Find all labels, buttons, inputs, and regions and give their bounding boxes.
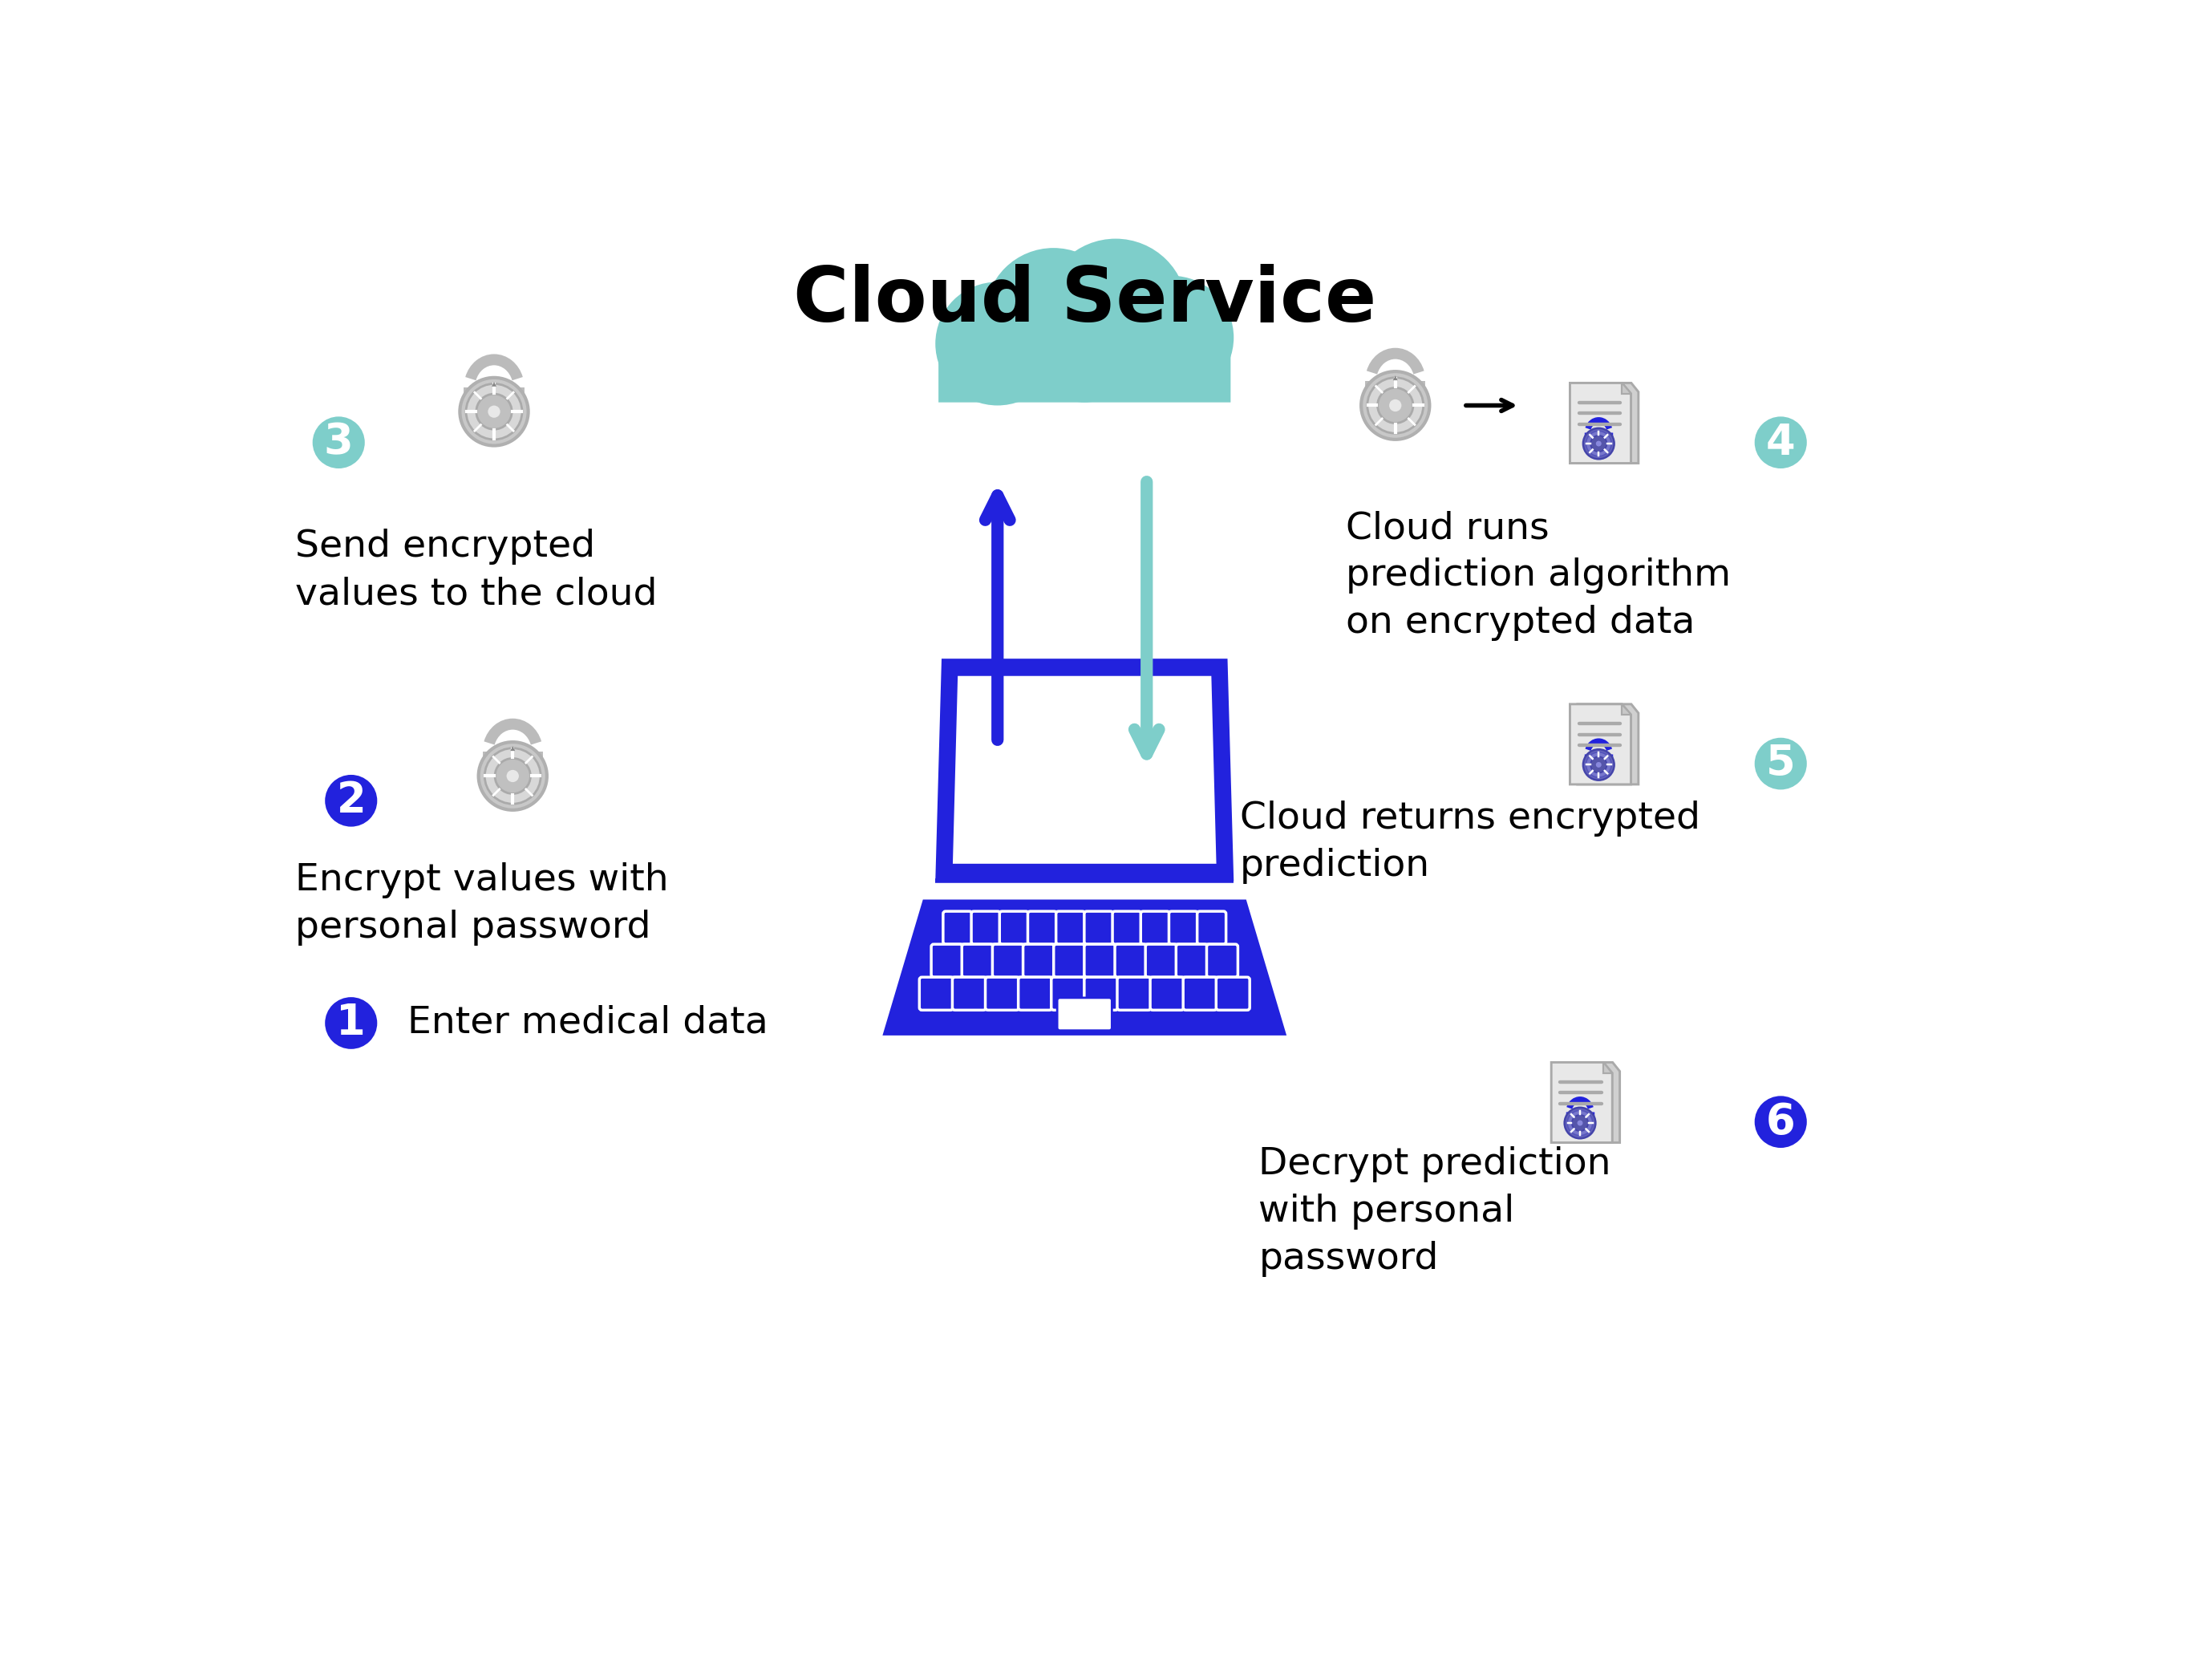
FancyBboxPatch shape: [962, 944, 993, 977]
Polygon shape: [1604, 1062, 1613, 1074]
Polygon shape: [1559, 1062, 1619, 1142]
Polygon shape: [1571, 705, 1630, 785]
Polygon shape: [936, 658, 1234, 882]
Circle shape: [1584, 750, 1615, 780]
Polygon shape: [883, 900, 1287, 1035]
FancyBboxPatch shape: [1051, 977, 1084, 1010]
FancyBboxPatch shape: [1117, 977, 1150, 1010]
Circle shape: [1754, 738, 1807, 790]
Circle shape: [478, 741, 546, 810]
Text: Cloud Service: Cloud Service: [792, 264, 1376, 337]
FancyBboxPatch shape: [1141, 912, 1170, 944]
FancyBboxPatch shape: [993, 944, 1024, 977]
Circle shape: [1367, 377, 1422, 433]
FancyBboxPatch shape: [1206, 944, 1239, 977]
Circle shape: [1573, 1116, 1588, 1131]
Circle shape: [1044, 239, 1188, 381]
FancyBboxPatch shape: [938, 341, 1230, 402]
Text: 3: 3: [323, 421, 354, 463]
Circle shape: [1360, 371, 1429, 439]
Circle shape: [325, 997, 378, 1049]
FancyBboxPatch shape: [1022, 944, 1055, 977]
Text: 5: 5: [1765, 743, 1796, 785]
FancyBboxPatch shape: [942, 912, 971, 944]
Circle shape: [325, 775, 378, 827]
FancyBboxPatch shape: [953, 977, 987, 1010]
FancyBboxPatch shape: [984, 977, 1020, 1010]
FancyBboxPatch shape: [1053, 944, 1084, 977]
FancyBboxPatch shape: [931, 944, 962, 977]
Polygon shape: [1577, 705, 1639, 785]
Polygon shape: [953, 676, 1217, 863]
Circle shape: [489, 406, 500, 418]
FancyBboxPatch shape: [1177, 944, 1208, 977]
Circle shape: [1577, 1121, 1584, 1126]
FancyBboxPatch shape: [1018, 977, 1053, 1010]
Circle shape: [1564, 1107, 1595, 1139]
Polygon shape: [1621, 705, 1630, 715]
Circle shape: [1110, 276, 1234, 399]
Circle shape: [460, 377, 529, 446]
Circle shape: [984, 247, 1121, 384]
Text: Decrypt prediction
with personal
password: Decrypt prediction with personal passwor…: [1259, 1147, 1610, 1278]
Polygon shape: [1571, 382, 1630, 463]
FancyBboxPatch shape: [1029, 912, 1057, 944]
FancyBboxPatch shape: [1115, 944, 1146, 977]
FancyBboxPatch shape: [1150, 977, 1183, 1010]
FancyBboxPatch shape: [1217, 977, 1250, 1010]
FancyBboxPatch shape: [1084, 977, 1117, 1010]
Text: Cloud runs
prediction algorithm
on encrypted data: Cloud runs prediction algorithm on encry…: [1345, 511, 1730, 641]
Circle shape: [467, 384, 522, 439]
FancyBboxPatch shape: [1183, 977, 1217, 1010]
Circle shape: [1595, 441, 1601, 446]
Circle shape: [1590, 436, 1606, 451]
FancyBboxPatch shape: [1168, 912, 1197, 944]
Circle shape: [1586, 752, 1610, 778]
Circle shape: [1378, 387, 1413, 423]
Circle shape: [1754, 1096, 1807, 1147]
Circle shape: [1389, 399, 1402, 411]
Text: 2: 2: [336, 780, 365, 822]
Circle shape: [1568, 1111, 1593, 1136]
FancyBboxPatch shape: [1146, 944, 1177, 977]
Circle shape: [484, 748, 540, 803]
FancyBboxPatch shape: [1113, 912, 1141, 944]
FancyBboxPatch shape: [1000, 912, 1029, 944]
Circle shape: [312, 416, 365, 469]
Text: Cloud returns encrypted
prediction: Cloud returns encrypted prediction: [1241, 800, 1701, 883]
Circle shape: [1586, 431, 1610, 456]
Circle shape: [1584, 428, 1615, 459]
Text: Send encrypted
values to the cloud: Send encrypted values to the cloud: [294, 529, 657, 613]
Circle shape: [476, 394, 511, 429]
FancyBboxPatch shape: [1055, 912, 1084, 944]
Text: 4: 4: [1765, 421, 1796, 463]
Circle shape: [507, 770, 520, 782]
Polygon shape: [511, 746, 515, 752]
Text: Encrypt values with
personal password: Encrypt values with personal password: [294, 862, 668, 945]
FancyBboxPatch shape: [971, 912, 1000, 944]
Circle shape: [1595, 762, 1601, 768]
Circle shape: [1754, 416, 1807, 469]
Circle shape: [936, 282, 1060, 406]
FancyBboxPatch shape: [1197, 912, 1225, 944]
Polygon shape: [1621, 382, 1630, 394]
FancyBboxPatch shape: [1084, 944, 1115, 977]
Circle shape: [495, 758, 531, 793]
Text: 6: 6: [1765, 1101, 1796, 1142]
Circle shape: [1590, 757, 1606, 773]
Polygon shape: [491, 382, 495, 386]
FancyBboxPatch shape: [920, 977, 953, 1010]
FancyBboxPatch shape: [1084, 912, 1113, 944]
Polygon shape: [1394, 376, 1398, 381]
Polygon shape: [1577, 382, 1639, 463]
Text: 1: 1: [336, 1002, 365, 1044]
Text: Enter medical data: Enter medical data: [407, 1005, 768, 1040]
Circle shape: [1031, 297, 1137, 402]
Polygon shape: [1551, 1062, 1613, 1142]
FancyBboxPatch shape: [1057, 997, 1113, 1030]
